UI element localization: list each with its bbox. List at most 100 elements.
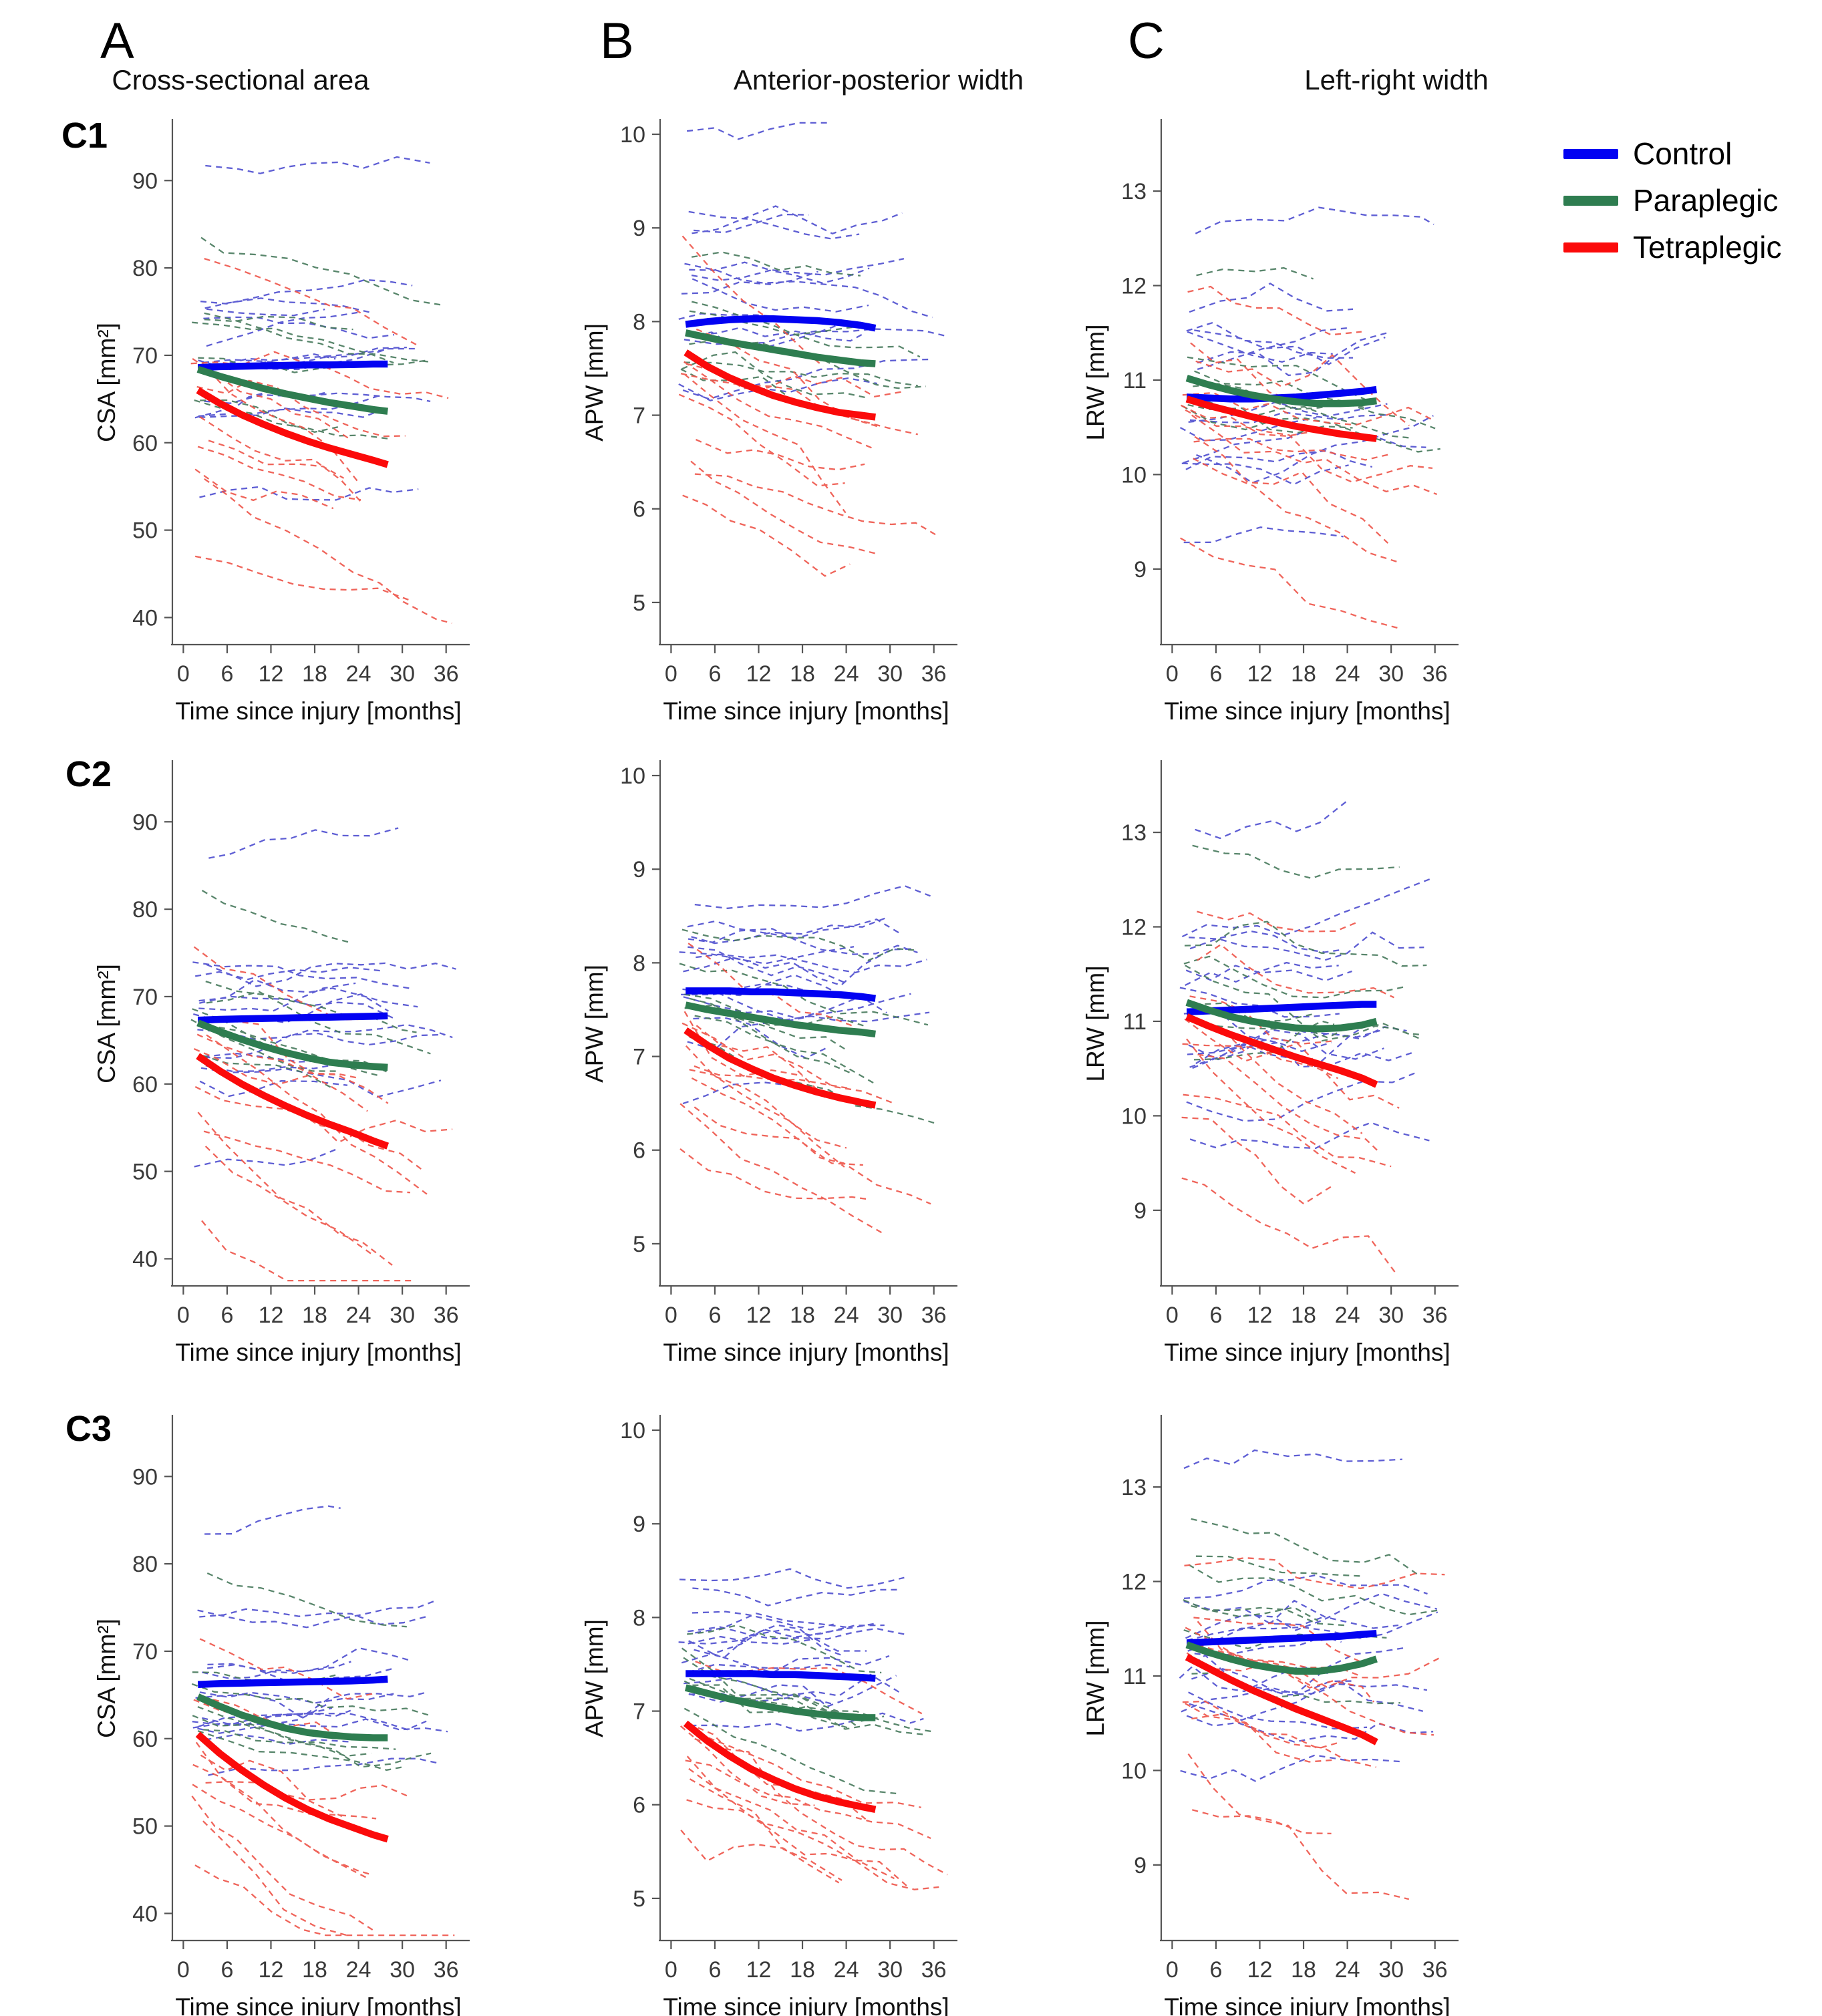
axes [1153, 1415, 1459, 1949]
y-tick-label: 6 [633, 1138, 645, 1164]
y-tick-label: 13 [1121, 1475, 1147, 1500]
individual-trajectory [1183, 1094, 1392, 1168]
individual-trajectory [684, 1673, 900, 1697]
individual-trajectory [204, 1146, 371, 1254]
y-axis-label: LRW [mm] [1082, 1620, 1109, 1736]
individual-trajectory [681, 1647, 936, 1733]
x-tick-label: 12 [259, 1303, 284, 1328]
x-tick-label: 36 [434, 661, 459, 687]
individual-trajectory [684, 361, 875, 450]
y-tick-label: 80 [132, 1552, 158, 1577]
trend-line-paraplegic [684, 1684, 876, 1721]
y-tick-label: 11 [1123, 1664, 1147, 1689]
individual-trajectory [1187, 1753, 1410, 1900]
axes [164, 119, 470, 653]
individual-trajectory [692, 205, 903, 234]
individual-trajectory [198, 979, 418, 1008]
trend-line-control [197, 1012, 388, 1024]
individual-trajectory [1181, 1116, 1334, 1205]
individual-trajectory [202, 1696, 333, 1734]
x-tick-label: 6 [708, 661, 721, 687]
trend-line-tetraplegic [196, 1053, 390, 1150]
x-tick-label: 0 [665, 1957, 677, 1983]
individual-trajectory [690, 460, 879, 555]
individual-trajectory [694, 1065, 849, 1089]
x-tick-label: 0 [177, 661, 190, 687]
trajectory-group-tetraplegic [190, 258, 452, 625]
x-axis-label: Time since injury [months] [175, 697, 461, 725]
individual-trajectory [1196, 415, 1434, 484]
individual-trajectory [1185, 450, 1373, 470]
tick-labels: 5 6 7 8 9 10 0 6 12 18 24 30 36 [620, 1418, 946, 1983]
x-tick-label: 0 [177, 1303, 190, 1328]
x-tick-label: 6 [708, 1957, 721, 1983]
x-axis-label: Time since injury [months] [663, 1993, 949, 2016]
x-axis-label: Time since injury [months] [663, 1339, 949, 1366]
individual-trajectory [1193, 438, 1391, 461]
trajectory-group-control [1179, 801, 1434, 1150]
individual-trajectory [688, 1635, 867, 1652]
trend-lines [196, 360, 389, 468]
x-tick-label: 12 [259, 661, 284, 687]
y-axis-label: LRW [mm] [1082, 965, 1109, 1081]
individual-trajectory [687, 918, 902, 939]
individual-trajectory [203, 1729, 396, 1750]
y-tick-label: 5 [633, 591, 645, 616]
x-tick-label: 30 [390, 661, 415, 687]
individual-trajectory [1185, 961, 1339, 987]
individual-trajectories [191, 1505, 455, 1937]
x-tick-label: 12 [746, 1303, 772, 1328]
axes [652, 760, 957, 1295]
individual-trajectory [206, 1647, 413, 1674]
individual-trajectory [206, 991, 431, 1055]
individual-trajectory [204, 315, 353, 331]
control-line-swatch [1563, 148, 1618, 159]
trend-line-tetraplegic [684, 1027, 877, 1109]
tick-labels: 5 6 7 8 9 10 0 6 12 18 24 30 36 [620, 122, 946, 687]
individual-trajectory [194, 1864, 455, 1937]
y-tick-label: 40 [132, 1246, 158, 1272]
y-tick-label: 10 [1121, 1758, 1147, 1784]
trend-line-paraplegic [1185, 375, 1377, 407]
individual-trajectory [202, 1661, 351, 1679]
individual-trajectory [1196, 267, 1314, 280]
x-tick-label: 36 [921, 1303, 947, 1328]
axes [164, 1415, 470, 1949]
individual-trajectory [197, 1112, 393, 1266]
panel-c3-lrw: 9 10 11 12 13 0 6 12 18 24 30 36 Time since injury [… [1082, 1415, 1459, 2016]
individual-trajectory [1188, 1022, 1407, 1061]
row-label-c1: C1 [61, 116, 108, 156]
y-tick-label: 12 [1121, 1570, 1147, 1595]
individual-trajectory [194, 468, 334, 510]
individual-trajectory [199, 1608, 428, 1625]
individual-trajectory [1191, 1605, 1319, 1622]
row-label-c3: C3 [65, 1409, 112, 1449]
individual-trajectory [1189, 1681, 1424, 1721]
paraplegic-line-swatch [1563, 195, 1618, 206]
y-tick-label: 60 [132, 1727, 158, 1752]
individual-trajectory [1183, 1009, 1332, 1053]
x-tick-label: 12 [1247, 1303, 1273, 1328]
x-tick-label: 6 [220, 661, 233, 687]
individual-trajectory [1180, 1754, 1404, 1782]
individual-trajectory [694, 884, 931, 909]
y-axis-label: APW [mm] [581, 965, 608, 1083]
x-tick-label: 24 [834, 1957, 859, 1983]
tick-labels: 9 10 11 12 13 0 6 12 18 24 30 36 [1121, 820, 1447, 1328]
individual-trajectory [193, 1048, 368, 1112]
trajectory-group-control [192, 1505, 448, 1776]
individual-trajectory [200, 279, 413, 305]
individual-trajectory [688, 946, 849, 985]
trajectory-group-tetraplegic [678, 235, 939, 577]
individual-trajectory [692, 1587, 900, 1607]
x-tick-label: 0 [1166, 1303, 1179, 1328]
individual-trajectory [1183, 526, 1344, 544]
y-tick-label: 11 [1123, 368, 1147, 393]
x-tick-label: 24 [834, 661, 859, 687]
individual-trajectory [202, 1820, 347, 1937]
individual-trajectory [200, 1067, 442, 1098]
individual-trajectory [685, 1045, 847, 1149]
individual-trajectory [686, 122, 830, 140]
individual-trajectories [678, 1568, 948, 1890]
trend-line-paraplegic [685, 329, 876, 367]
